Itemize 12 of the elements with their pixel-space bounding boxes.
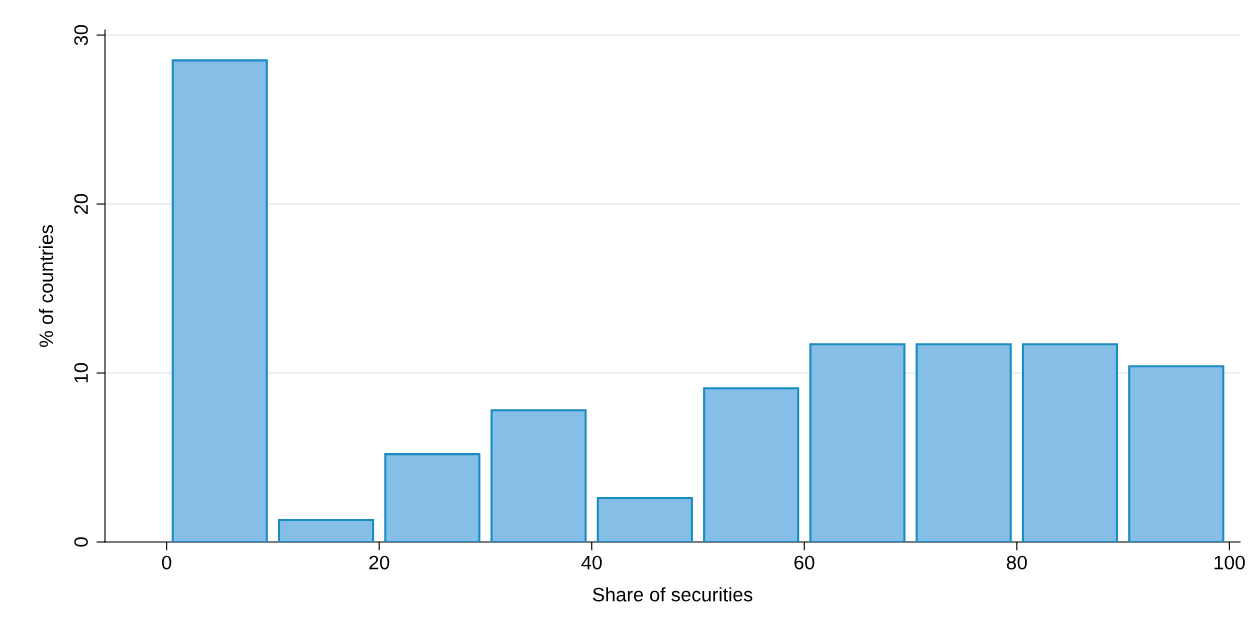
x-tick-label: 20: [369, 555, 390, 570]
y-tick-label: 30: [74, 25, 88, 46]
x-tick-label: 0: [161, 555, 172, 570]
x-axis-title: Share of securities: [592, 587, 753, 602]
x-tick-label: 100: [1214, 555, 1245, 570]
x-tick-label: 80: [1006, 555, 1027, 570]
x-tick-label: 60: [794, 555, 815, 570]
y-axis-title: % of countries: [38, 225, 54, 347]
y-tick-label: 20: [74, 193, 88, 214]
x-tick-label: 40: [581, 555, 602, 570]
y-tick-label: 10: [74, 362, 88, 383]
y-tick-label: 0: [74, 537, 88, 547]
